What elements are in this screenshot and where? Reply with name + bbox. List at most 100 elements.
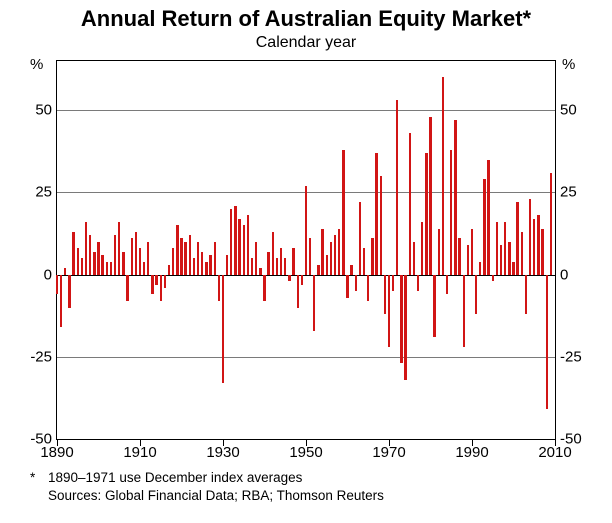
bar	[388, 275, 390, 347]
bar	[413, 242, 415, 275]
bar	[139, 248, 141, 274]
bar	[417, 275, 419, 291]
bar	[172, 248, 174, 274]
bar	[263, 275, 265, 301]
bar	[450, 150, 452, 275]
bar	[292, 248, 294, 274]
x-tick-label: 2010	[538, 444, 571, 461]
bar	[546, 275, 548, 410]
bar	[189, 235, 191, 274]
bar	[384, 275, 386, 314]
bar	[77, 248, 79, 274]
bar	[541, 229, 543, 275]
bar	[180, 238, 182, 274]
bar	[367, 275, 369, 301]
bar	[297, 275, 299, 308]
bar	[176, 225, 178, 274]
bar	[201, 252, 203, 275]
bar	[135, 232, 137, 275]
bar	[334, 235, 336, 274]
y-tick-label-left: 25	[2, 184, 52, 201]
bar	[272, 232, 274, 275]
bar	[56, 275, 58, 295]
y-tick-label-right: 0	[560, 266, 568, 283]
bar	[106, 262, 108, 275]
equity-return-chart: Annual Return of Australian Equity Marke…	[0, 0, 612, 523]
plot-area	[56, 60, 556, 440]
bar	[321, 229, 323, 275]
bar	[409, 133, 411, 274]
bar	[284, 258, 286, 274]
bar	[346, 275, 348, 298]
footnote-marker: *	[30, 470, 35, 485]
y-tick-label-right: 25	[560, 184, 577, 201]
bar	[371, 238, 373, 274]
bar	[338, 229, 340, 275]
gridline	[57, 110, 555, 111]
bar	[209, 255, 211, 275]
x-tick-label: 1890	[40, 444, 73, 461]
y-tick-label-left: -25	[2, 348, 52, 365]
bar	[438, 229, 440, 275]
bar	[525, 275, 527, 314]
bar	[143, 262, 145, 275]
bar	[537, 215, 539, 274]
bar	[238, 219, 240, 275]
bar	[301, 275, 303, 285]
bar	[230, 209, 232, 275]
bar	[205, 262, 207, 275]
y-tick-label-right: 50	[560, 102, 577, 119]
y-tick-label-left: 50	[2, 102, 52, 119]
bar	[442, 77, 444, 274]
bar	[151, 275, 153, 295]
bar	[487, 160, 489, 275]
bar	[483, 179, 485, 274]
bar	[475, 275, 477, 314]
bar	[313, 275, 315, 331]
y-unit-left: %	[30, 56, 43, 73]
x-tick-label: 1990	[455, 444, 488, 461]
bar	[317, 265, 319, 275]
bar	[396, 100, 398, 274]
bar	[330, 242, 332, 275]
bar	[479, 262, 481, 275]
bar	[363, 248, 365, 274]
bar	[276, 258, 278, 274]
bar	[425, 153, 427, 275]
bar	[529, 199, 531, 275]
bar	[193, 258, 195, 274]
bar	[350, 265, 352, 275]
bar	[380, 176, 382, 275]
bar	[496, 222, 498, 275]
bar	[454, 120, 456, 274]
bar	[101, 255, 103, 275]
bar	[421, 222, 423, 275]
bar	[309, 238, 311, 274]
bar	[89, 235, 91, 274]
bar	[93, 252, 95, 275]
gridline	[57, 275, 555, 276]
gridline	[57, 357, 555, 358]
x-tick-label: 1950	[289, 444, 322, 461]
bar	[126, 275, 128, 301]
bar	[197, 242, 199, 275]
bar	[259, 268, 261, 275]
bar	[392, 275, 394, 291]
bar	[184, 242, 186, 275]
bar	[155, 275, 157, 285]
x-tick-label: 1970	[372, 444, 405, 461]
bar	[355, 275, 357, 291]
bar	[533, 219, 535, 275]
bar	[234, 206, 236, 275]
x-tick-label: 1930	[206, 444, 239, 461]
bar	[81, 258, 83, 274]
bar	[222, 275, 224, 383]
bar	[305, 186, 307, 275]
bar	[342, 150, 344, 275]
bar	[243, 225, 245, 274]
bar	[429, 117, 431, 275]
bar	[160, 275, 162, 301]
bar	[168, 265, 170, 275]
bar	[214, 242, 216, 275]
bar	[512, 262, 514, 275]
